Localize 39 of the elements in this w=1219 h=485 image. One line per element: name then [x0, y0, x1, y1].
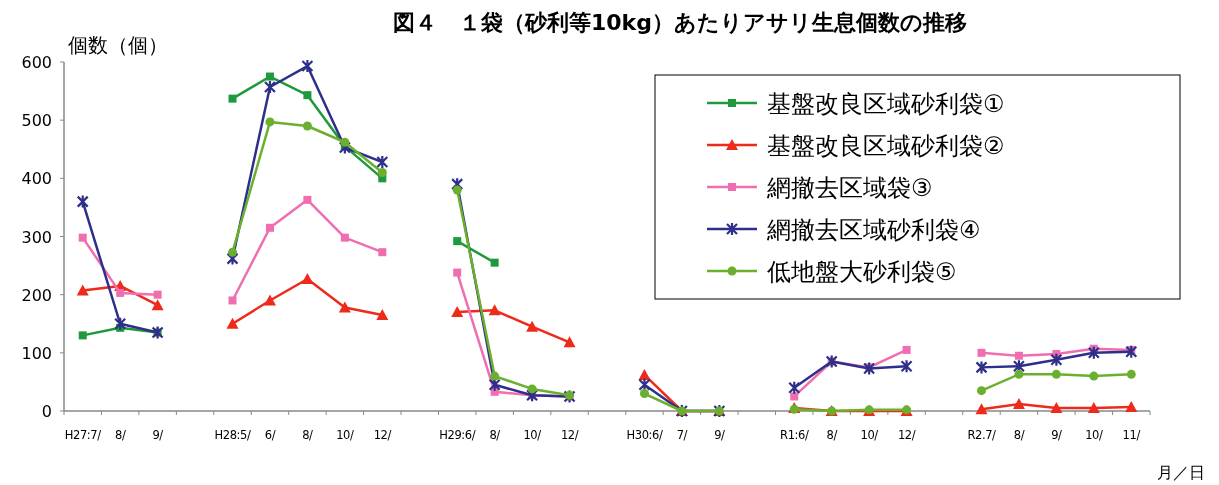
x-tick-label: 10/: [523, 428, 542, 442]
x-tick-label: R2.7/: [967, 428, 997, 442]
x-tick-label: 7/: [676, 428, 688, 442]
x-axis-title: 月／日: [1157, 463, 1205, 482]
x-tick-label: 8/: [489, 428, 501, 442]
y-tick-label: 500: [21, 111, 52, 131]
legend-label: 網撤去区域砂利袋④: [766, 216, 981, 244]
x-tick-label: R1:6/: [780, 428, 809, 442]
x-tick-label: 12/: [560, 428, 579, 442]
legend-label: 基盤改良区域砂利袋②: [767, 132, 1005, 160]
x-tick-label: 9/: [1051, 428, 1063, 442]
x-tick-label: H27:7/: [64, 428, 102, 442]
y-tick-label: 600: [21, 53, 52, 72]
x-tick-label: H29:6/: [439, 428, 476, 442]
legend-label: 低地盤大砂利袋⑤: [767, 258, 957, 286]
legend-label: 基盤改良区域砂利袋①: [767, 90, 1005, 118]
x-tick-label: 6/: [264, 428, 276, 442]
x-tick-label: H28:5/: [214, 428, 252, 442]
x-tick-label: 8/: [1013, 428, 1025, 442]
chart-title: 図４ １袋（砂利等10kg）あたりアサリ生息個数の推移: [393, 10, 967, 35]
x-tick-label: 9/: [714, 428, 726, 442]
y-tick-label: 100: [21, 343, 52, 363]
x-tick-label: 8/: [826, 428, 838, 442]
x-tick-label: 12/: [373, 428, 392, 442]
x-tick-label: 12/: [897, 428, 916, 442]
legend-label: 網撤去区域袋③: [766, 174, 933, 202]
x-tick-label: 10/: [860, 428, 879, 442]
y-tick-label: 400: [21, 169, 52, 189]
x-tick-label: 10/: [336, 428, 355, 442]
x-tick-label: 9/: [152, 428, 164, 442]
x-tick-label: 11/: [1122, 428, 1141, 442]
x-tick-label: 8/: [302, 428, 314, 442]
y-tick-label: 200: [21, 285, 52, 305]
y-tick-label: 0: [41, 402, 52, 421]
x-tick-label: 10/: [1085, 428, 1103, 442]
y-axis-title: 個数（個）: [68, 33, 168, 57]
y-tick-label: 300: [21, 227, 52, 247]
x-tick-label: 8/: [114, 428, 126, 442]
x-tick-label: H30:6/: [626, 428, 663, 442]
